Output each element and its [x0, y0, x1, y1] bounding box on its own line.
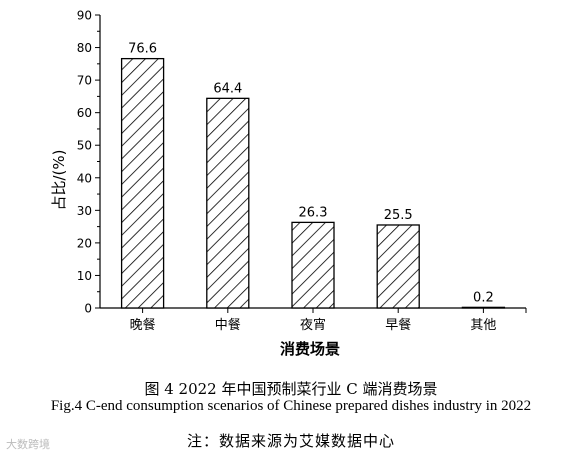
bar-2 [206, 97, 250, 309]
y-tick-label: 70 [77, 74, 92, 88]
y-tick-label: 90 [77, 9, 92, 23]
y-tick-label: 10 [77, 269, 92, 283]
y-tick-label: 0 [84, 302, 92, 316]
bars [120, 57, 506, 309]
data-label: 0.2 [473, 290, 494, 305]
y-axis-label: 占比/(%) [50, 149, 68, 210]
x-tick-label: 早餐 [385, 317, 411, 333]
data-source-note: 注：数据来源为艾媒数据中心 [186, 432, 395, 450]
y-tick-label: 30 [77, 204, 92, 218]
data-label: 26.3 [299, 205, 328, 220]
bar-chart: 0 10 20 30 40 50 60 70 80 90 76.6 晚餐 64.4 中餐 26.3 夜宵 25.… [50, 9, 527, 358]
y-tick-label: 20 [77, 236, 92, 250]
y-tick-label: 80 [77, 41, 92, 55]
axes [95, 14, 527, 313]
x-tick-label: 夜宵 [300, 317, 326, 333]
bar-1 [120, 57, 165, 309]
figure-caption-chinese: 图 4 2022 年中国预制菜行业 C 端消费场景 [144, 380, 438, 398]
figure-caption-english: Fig.4 C-end consumption scenarios of Chi… [50, 398, 532, 414]
data-label: 25.5 [384, 208, 413, 223]
x-tick-label: 其他 [470, 318, 496, 333]
data-label: 64.4 [213, 81, 242, 96]
bar-4 [376, 224, 420, 309]
y-tick-label: 40 [77, 171, 92, 185]
x-axis-label: 消费场景 [280, 340, 340, 358]
labels: 0 10 20 30 40 50 60 70 80 90 76.6 晚餐 64.4 中餐 26.3 夜宵 25.… [77, 9, 497, 334]
bar-5 [461, 306, 506, 309]
x-tick-label: 晚餐 [130, 317, 156, 333]
watermark: 大数跨境 [6, 438, 50, 451]
x-tick-label: 中餐 [215, 317, 241, 333]
bar-3 [291, 221, 335, 309]
y-tick-label: 60 [77, 106, 92, 120]
y-tick-label: 50 [77, 139, 92, 153]
data-label: 76.6 [128, 42, 157, 57]
